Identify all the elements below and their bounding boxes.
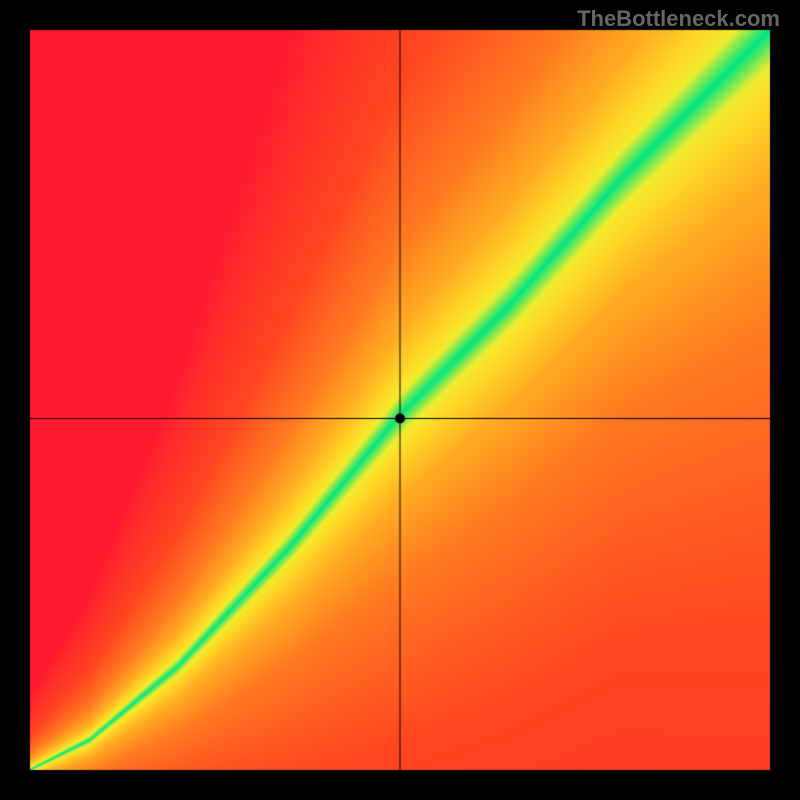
chart-container: TheBottleneck.com	[0, 0, 800, 800]
bottleneck-heatmap	[0, 0, 800, 800]
watermark-text: TheBottleneck.com	[577, 6, 780, 32]
